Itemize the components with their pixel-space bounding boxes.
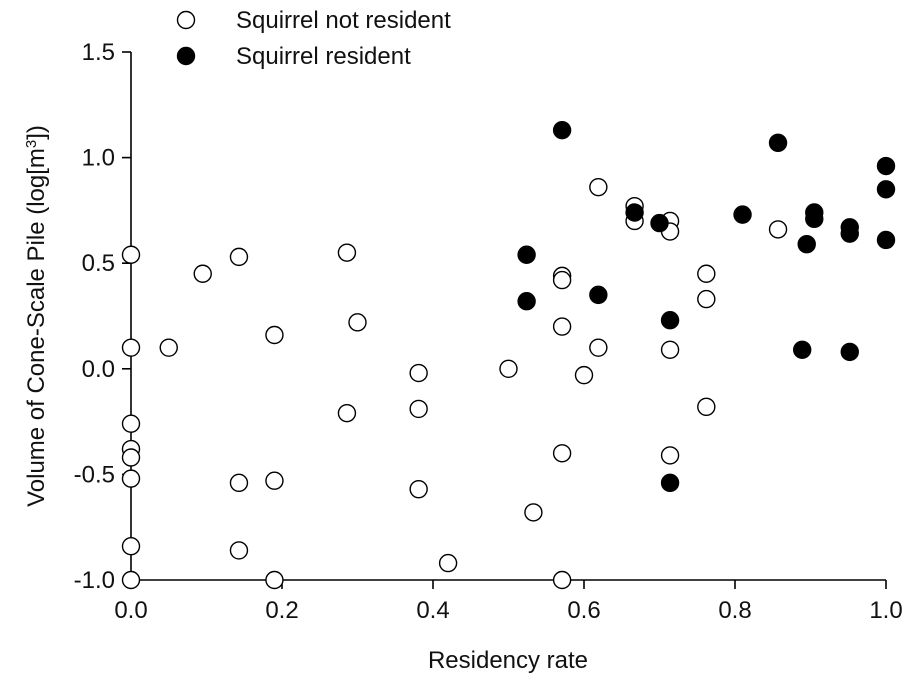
data-point-not-resident xyxy=(121,338,141,357)
legend-item-not-resident: Squirrel not resident xyxy=(176,7,451,34)
legend: Squirrel not resident Squirrel resident xyxy=(176,7,451,70)
data-point-resident xyxy=(517,245,536,264)
y-tick-label: 0.5 xyxy=(82,250,115,277)
data-point-not-resident xyxy=(552,317,572,336)
data-point-not-resident xyxy=(660,446,680,465)
data-point-not-resident xyxy=(574,365,594,385)
data-point-not-resident xyxy=(768,220,788,239)
legend-open-circle-icon xyxy=(176,10,196,30)
data-point-not-resident xyxy=(552,444,572,463)
data-point-not-resident xyxy=(265,325,284,345)
legend-label-not-resident: Squirrel not resident xyxy=(236,7,451,34)
data-point-resident xyxy=(517,292,536,311)
data-point-not-resident xyxy=(409,399,428,419)
data-point-resident xyxy=(840,342,859,362)
data-point-not-resident xyxy=(121,537,141,556)
data-point-resident xyxy=(797,234,816,254)
data-point-not-resident xyxy=(229,247,249,267)
data-point-resident xyxy=(625,203,644,222)
data-point-not-resident xyxy=(265,570,284,590)
data-point-not-resident xyxy=(121,414,141,433)
data-point-not-resident xyxy=(552,570,572,590)
data-point-not-resident xyxy=(337,403,357,423)
data-point-not-resident xyxy=(660,340,680,359)
y-tick-label: -0.5 xyxy=(74,461,115,488)
data-point-not-resident xyxy=(589,338,608,357)
y-tick-label: 0.0 xyxy=(82,356,115,383)
data-point-resident xyxy=(876,230,896,250)
plot-area: -1.0 -0.5 0.0 0.5 1.0 1.5 0.0 0.2 0.4 0.6 0.8 1.0 xyxy=(74,39,903,624)
data-point-not-resident xyxy=(697,397,716,417)
data-point-resident xyxy=(840,224,859,243)
data-point-not-resident xyxy=(589,177,608,197)
x-tick-label: 0.4 xyxy=(416,597,449,624)
y-axis-title-suffix: ]) xyxy=(23,125,50,140)
data-point-not-resident xyxy=(121,570,141,590)
data-point-not-resident xyxy=(409,363,428,383)
y-axis-title-main: Volume of Cone-Scale Pile (log[m xyxy=(23,148,50,507)
legend-label-resident: Squirrel resident xyxy=(236,43,411,70)
x-axis-ticks: 0.0 0.2 0.4 0.6 0.8 1.0 xyxy=(114,580,903,624)
x-tick-label: 0.0 xyxy=(114,597,147,624)
series-not-resident xyxy=(121,177,788,590)
data-point-not-resident xyxy=(337,243,357,262)
data-point-not-resident xyxy=(552,270,572,290)
data-point-not-resident xyxy=(121,448,141,467)
data-point-resident xyxy=(876,156,896,176)
y-tick-label: 1.0 xyxy=(82,145,115,172)
data-point-not-resident xyxy=(348,313,367,332)
data-point-not-resident xyxy=(265,471,284,490)
y-axis-title-superscript: 3 xyxy=(23,140,40,148)
y-tick-label: 1.5 xyxy=(82,39,115,66)
legend-item-resident: Squirrel resident xyxy=(176,43,411,70)
data-point-resident xyxy=(650,213,669,233)
data-point-not-resident xyxy=(193,264,212,283)
data-point-not-resident xyxy=(159,338,178,357)
data-point-not-resident xyxy=(409,479,428,499)
data-point-resident xyxy=(805,209,824,229)
data-point-not-resident xyxy=(229,473,249,493)
data-point-resident xyxy=(552,120,572,140)
data-point-resident xyxy=(589,285,608,305)
data-point-resident xyxy=(876,180,896,199)
data-point-not-resident xyxy=(697,264,716,283)
data-point-not-resident xyxy=(438,553,458,573)
data-point-not-resident xyxy=(697,289,716,309)
legend-filled-circle-icon xyxy=(176,46,196,66)
data-point-resident xyxy=(733,205,752,224)
data-point-not-resident xyxy=(121,245,141,264)
x-tick-label: 0.8 xyxy=(718,597,751,624)
data-point-resident xyxy=(792,340,812,359)
x-tick-label: 0.2 xyxy=(265,597,298,624)
data-point-not-resident xyxy=(524,503,543,522)
data-point-resident xyxy=(768,133,788,153)
y-tick-label: -1.0 xyxy=(74,567,115,594)
x-axis-title: Residency rate xyxy=(428,647,588,674)
data-point-not-resident xyxy=(229,541,249,560)
series-resident xyxy=(517,120,896,493)
data-point-resident xyxy=(660,311,680,330)
data-point-not-resident xyxy=(121,469,141,488)
data-point-not-resident xyxy=(499,359,518,378)
data-point-resident xyxy=(660,473,680,493)
y-axis-title: Volume of Cone-Scale Pile (log[m3]) xyxy=(23,125,51,507)
y-axis-ticks: -1.0 -0.5 0.0 0.5 1.0 1.5 xyxy=(74,39,131,594)
x-tick-label: 0.6 xyxy=(567,597,600,624)
x-tick-label: 1.0 xyxy=(869,597,902,624)
